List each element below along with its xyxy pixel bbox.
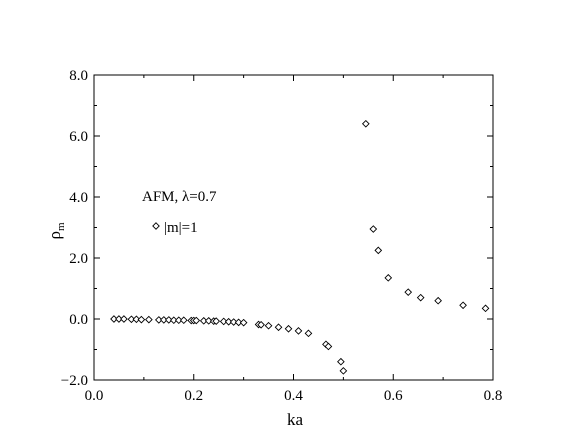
y-axis-label-main: ρ [45,231,64,239]
data-point-diamond [115,315,123,323]
data-point-diamond [234,318,243,327]
data-point-diamond [369,225,378,233]
data-point-diamond [155,316,163,324]
data-point-diamond [239,318,248,327]
x-tick-label: 0.2 [184,388,203,404]
y-axis-label-subscript: m [55,222,67,231]
data-point-diamond [127,315,136,324]
y-tick-label: 8.0 [69,68,88,84]
y-tick-label: 0.0 [69,312,88,328]
y-tick-label: −2.0 [61,373,88,389]
x-tick-label: 0.8 [484,388,503,404]
data-point-diamond [179,316,188,325]
data-points [110,119,490,375]
data-point-diamond [339,367,348,375]
annotation-label: AFM, λ=0.7 [142,189,217,205]
data-point-diamond [224,317,233,326]
data-point-diamond [384,273,393,282]
data-point-diamond [164,316,173,324]
data-point-diamond [434,296,442,305]
data-point-diamond [284,324,293,333]
axis-ticks [93,74,494,381]
data-point-diamond [137,315,146,324]
x-tick-label: 0.6 [384,388,403,404]
data-point-diamond [404,288,413,296]
data-point-diamond [145,315,153,324]
data-point-diamond [294,327,303,335]
legend-marker-icon [152,222,160,230]
x-axis-label: ka [287,410,304,429]
data-point-diamond [169,316,178,325]
data-point-diamond [120,315,128,323]
svg-text:ρm: ρm [45,222,67,239]
y-tick-labels: −2.0 0.0 2.0 4.0 6.0 8.0 [61,68,88,389]
legend-entry-label: |m|=1 [164,220,198,236]
data-point-diamond [132,315,141,324]
x-tick-labels: 0.0 0.2 0.4 0.6 0.8 [85,388,503,404]
data-point-diamond [324,342,333,351]
y-axis-label: ρm [45,222,67,239]
data-point-diamond [416,293,425,302]
x-tick-label: 0.4 [284,388,303,404]
data-point-diamond [374,246,383,255]
data-point-diamond [274,323,283,332]
y-tick-label: 2.0 [69,251,88,267]
data-point-diamond [110,315,118,323]
data-point-diamond [337,357,345,366]
data-point-diamond [212,317,221,325]
data-point-diamond [204,316,213,325]
data-point-diamond [304,329,313,338]
y-tick-label: 4.0 [69,190,88,206]
data-point-diamond [264,321,273,330]
data-point-diamond [481,304,490,313]
data-point-diamond [174,316,183,325]
legend-diamond-marker [152,222,160,230]
data-point-diamond [257,320,265,329]
y-tick-label: 6.0 [69,129,88,145]
data-point-diamond [199,316,208,325]
legend: |m|=1 [152,220,198,236]
data-point-diamond [459,301,467,310]
data-point-diamond [192,316,201,325]
data-point-diamond [229,318,238,326]
data-point-diamond [159,316,168,324]
x-tick-label: 0.0 [85,388,104,404]
data-point-diamond [219,317,228,326]
data-point-diamond [361,119,370,128]
